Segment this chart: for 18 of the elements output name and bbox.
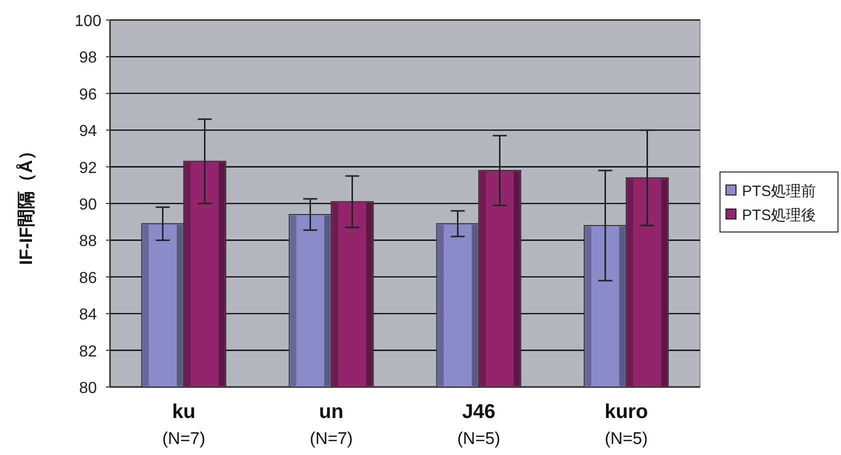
y-axis-title: IF-IF間隔（Å） <box>16 142 36 265</box>
x-tick-label: ku (N=7) <box>162 401 206 448</box>
y-tick-label: 86 <box>79 270 97 287</box>
legend-label: PTS処理後 <box>742 207 816 224</box>
y-tick-label: 98 <box>79 50 97 67</box>
y-tick-label: 84 <box>79 306 97 324</box>
legend-label: PTS処理前 <box>742 183 816 200</box>
y-tick-label: 82 <box>79 343 97 360</box>
x-tick-label: un (N=7) <box>310 401 353 448</box>
y-tick-label: 90 <box>79 196 97 214</box>
x-tick-label: kuro (N=5) <box>604 401 648 448</box>
y-tick-label: 88 <box>79 233 97 250</box>
y-tick-label: 100 <box>74 13 102 30</box>
x-tick-label: J46 (N=5) <box>457 401 500 448</box>
y-tick-label: 94 <box>79 123 97 140</box>
y-tick-label: 96 <box>79 86 97 104</box>
y-tick-label: 80 <box>79 380 97 397</box>
y-tick-label: 92 <box>79 160 97 177</box>
